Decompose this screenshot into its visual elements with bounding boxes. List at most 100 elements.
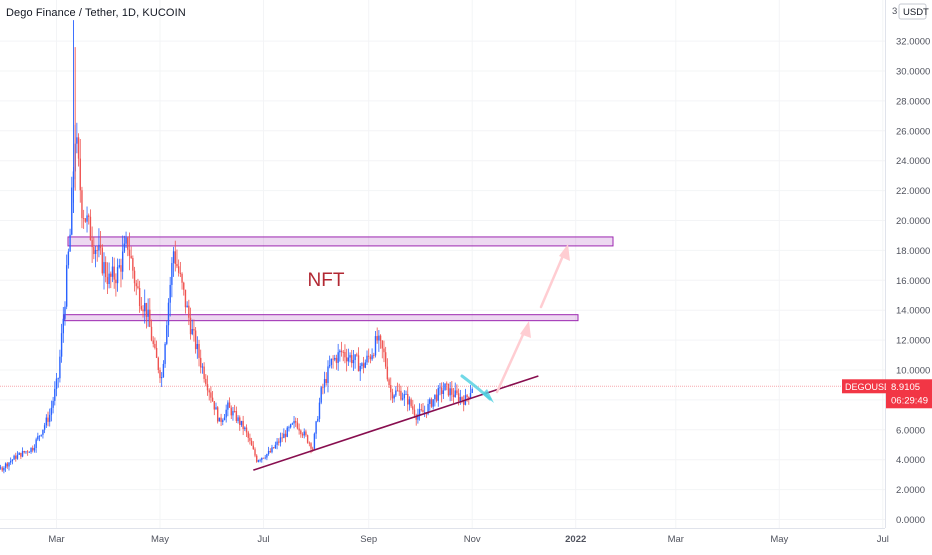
candle-body: [142, 309, 144, 312]
candle-body: [118, 265, 120, 268]
candle-body: [152, 340, 154, 344]
candle-body: [446, 383, 448, 385]
candle-body: [267, 450, 270, 455]
candle-body: [179, 272, 182, 274]
candle-body: [398, 390, 400, 392]
candle-body: [181, 273, 183, 283]
candle-body: [259, 459, 261, 461]
candle-body: [335, 357, 338, 363]
candle-body: [359, 365, 361, 372]
price-tick-label: 14.0000: [896, 306, 930, 317]
price-tick-label: 26.0000: [896, 126, 930, 137]
candle-body: [9, 461, 12, 463]
candle-body: [183, 282, 185, 290]
candle-body: [205, 378, 207, 385]
candle-body: [210, 392, 212, 398]
candle-body: [91, 240, 93, 248]
candle-body: [213, 401, 215, 410]
candle-body: [269, 450, 271, 453]
candle-body: [325, 378, 327, 383]
candle-body: [279, 437, 282, 443]
candle-body: [45, 417, 48, 426]
time-tick-label: Mar: [668, 534, 684, 545]
candle-body: [403, 394, 406, 399]
candle-body: [98, 244, 100, 251]
candle-body: [250, 440, 253, 446]
candle-body: [245, 427, 248, 433]
candle-body: [337, 352, 339, 363]
candle-body: [434, 394, 436, 400]
candle-body: [330, 358, 333, 365]
candle-body: [150, 326, 153, 341]
candle-body: [383, 348, 385, 353]
candle-body: [220, 417, 222, 422]
candle-body: [347, 357, 350, 362]
candle-body: [120, 265, 122, 272]
candle-body: [315, 421, 317, 434]
candle-body: [469, 393, 472, 398]
arrow-up-stroke: [539, 249, 567, 309]
candle-body: [128, 249, 131, 256]
candle-body: [84, 218, 87, 222]
candle-body: [167, 302, 170, 326]
candle-body: [289, 424, 292, 428]
candle-body: [99, 244, 102, 248]
candle-body: [466, 395, 468, 397]
candle-body: [237, 417, 239, 422]
candle-body: [272, 447, 275, 449]
price-tick-label: 18.0000: [896, 246, 930, 257]
candle-body: [216, 407, 219, 422]
candle-body: [33, 447, 36, 451]
candle-body: [345, 357, 348, 362]
candle-body: [420, 409, 422, 411]
candle-body: [432, 399, 434, 407]
candle-body: [30, 447, 32, 452]
candle-body: [171, 263, 173, 285]
candle-body: [62, 318, 64, 334]
candle-body: [38, 435, 41, 437]
chart-title: Dego Finance / Tether, 1D, KUCOIN: [6, 7, 186, 19]
candle-body: [364, 362, 367, 368]
candle-body: [55, 378, 58, 389]
candle-body: [81, 190, 83, 219]
candle-body: [352, 359, 355, 364]
price-axis-scale-prefix: 3: [892, 6, 897, 17]
candle-body: [412, 406, 414, 410]
candle-body: [266, 454, 268, 458]
time-tick-label: Jul: [257, 534, 269, 545]
bar-countdown: 06:29:49: [891, 395, 928, 406]
price-tick-label: 2.0000: [896, 485, 925, 496]
candle-body: [367, 355, 370, 357]
candle-body: [8, 462, 10, 467]
candle-body: [147, 309, 149, 317]
candle-body: [340, 350, 343, 352]
candle-body: [362, 363, 365, 368]
candle-body: [113, 266, 115, 280]
candle-body: [127, 237, 129, 250]
candle-body: [371, 355, 373, 360]
candle-body: [4, 463, 7, 468]
time-tick-label: May: [151, 534, 169, 545]
candle-body: [20, 452, 22, 457]
symbol-badge: [842, 379, 886, 394]
candle-body: [32, 447, 34, 451]
candle-body: [240, 420, 243, 425]
candle-body: [395, 390, 397, 396]
candle-body: [57, 378, 59, 380]
candle-body: [103, 262, 105, 274]
candle-body: [366, 355, 368, 363]
candle-body: [133, 270, 136, 284]
candle-body: [196, 343, 199, 350]
time-axis[interactable]: Mar May Jul Sep Nov 2022 Mar May Jul: [48, 534, 889, 545]
candle-body: [184, 289, 187, 308]
candle-body: [323, 378, 326, 388]
candle-body: [50, 407, 53, 415]
candle-body: [159, 370, 161, 379]
candles: [0, 20, 473, 474]
time-tick-label: Sep: [360, 534, 377, 545]
time-tick-label: Nov: [464, 534, 481, 545]
